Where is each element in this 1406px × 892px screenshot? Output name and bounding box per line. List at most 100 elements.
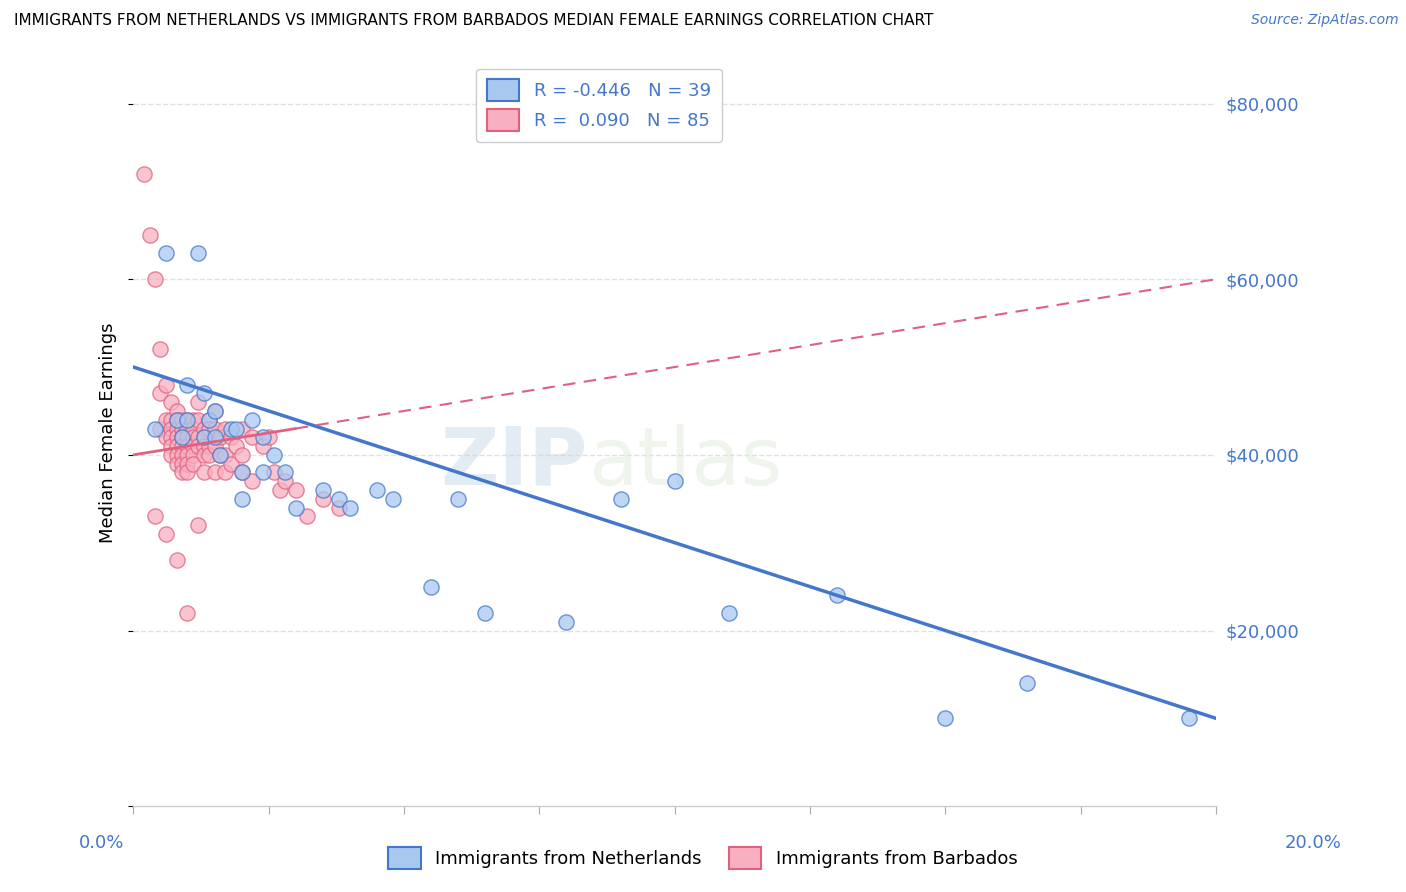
Point bbox=[934, 711, 956, 725]
Point bbox=[176, 606, 198, 620]
Point bbox=[284, 500, 307, 515]
Text: ZIP: ZIP bbox=[441, 424, 588, 502]
Point bbox=[193, 466, 215, 480]
Point bbox=[257, 430, 280, 444]
Point bbox=[166, 404, 188, 418]
Point bbox=[155, 377, 177, 392]
Point bbox=[149, 386, 172, 401]
Point bbox=[176, 413, 198, 427]
Point bbox=[263, 466, 285, 480]
Point bbox=[193, 386, 215, 401]
Point bbox=[138, 228, 160, 243]
Point bbox=[214, 448, 236, 462]
Point bbox=[176, 377, 198, 392]
Point bbox=[204, 466, 226, 480]
Point bbox=[231, 491, 253, 506]
Text: 20.0%: 20.0% bbox=[1285, 834, 1341, 852]
Point bbox=[328, 491, 350, 506]
Point bbox=[225, 421, 247, 435]
Point bbox=[143, 421, 166, 435]
Point bbox=[664, 474, 686, 488]
Point bbox=[181, 439, 204, 453]
Point bbox=[231, 448, 253, 462]
Point bbox=[208, 430, 231, 444]
Point bbox=[231, 466, 253, 480]
Point bbox=[187, 413, 209, 427]
Point bbox=[274, 466, 297, 480]
Point bbox=[225, 439, 247, 453]
Point bbox=[193, 430, 215, 444]
Point bbox=[166, 413, 188, 427]
Point bbox=[170, 439, 193, 453]
Point bbox=[166, 430, 188, 444]
Point bbox=[295, 509, 318, 524]
Point bbox=[181, 457, 204, 471]
Point bbox=[181, 421, 204, 435]
Point bbox=[252, 466, 274, 480]
Point bbox=[252, 439, 274, 453]
Point bbox=[143, 272, 166, 286]
Point bbox=[176, 430, 198, 444]
Point bbox=[420, 580, 443, 594]
Point bbox=[134, 167, 156, 181]
Point bbox=[204, 404, 226, 418]
Point bbox=[170, 457, 193, 471]
Point bbox=[312, 491, 335, 506]
Point bbox=[160, 448, 183, 462]
Point bbox=[170, 413, 193, 427]
Point bbox=[717, 606, 740, 620]
Point bbox=[555, 615, 578, 629]
Point bbox=[170, 448, 193, 462]
Point bbox=[825, 589, 848, 603]
Point bbox=[187, 439, 209, 453]
Point bbox=[274, 474, 297, 488]
Point bbox=[366, 483, 388, 497]
Point bbox=[187, 245, 209, 260]
Point bbox=[609, 491, 631, 506]
Point bbox=[166, 448, 188, 462]
Point bbox=[1178, 711, 1201, 725]
Point bbox=[181, 448, 204, 462]
Point bbox=[166, 439, 188, 453]
Point bbox=[252, 430, 274, 444]
Point bbox=[198, 439, 221, 453]
Point bbox=[170, 430, 193, 444]
Point bbox=[382, 491, 405, 506]
Legend: R = -0.446   N = 39, R =  0.090   N = 85: R = -0.446 N = 39, R = 0.090 N = 85 bbox=[477, 69, 721, 142]
Point bbox=[160, 395, 183, 409]
Point bbox=[447, 491, 470, 506]
Point bbox=[269, 483, 291, 497]
Point bbox=[198, 448, 221, 462]
Point bbox=[204, 404, 226, 418]
Text: 0.0%: 0.0% bbox=[79, 834, 124, 852]
Point bbox=[242, 430, 264, 444]
Point bbox=[170, 430, 193, 444]
Point bbox=[198, 421, 221, 435]
Point bbox=[160, 439, 183, 453]
Point bbox=[187, 430, 209, 444]
Point bbox=[204, 430, 226, 444]
Point bbox=[176, 439, 198, 453]
Point bbox=[160, 430, 183, 444]
Point bbox=[160, 421, 183, 435]
Point bbox=[166, 553, 188, 567]
Point bbox=[214, 421, 236, 435]
Point bbox=[193, 448, 215, 462]
Point bbox=[170, 466, 193, 480]
Point bbox=[204, 421, 226, 435]
Point bbox=[181, 430, 204, 444]
Point bbox=[193, 430, 215, 444]
Text: IMMIGRANTS FROM NETHERLANDS VS IMMIGRANTS FROM BARBADOS MEDIAN FEMALE EARNINGS C: IMMIGRANTS FROM NETHERLANDS VS IMMIGRANT… bbox=[14, 13, 934, 29]
Point bbox=[208, 448, 231, 462]
Point bbox=[160, 413, 183, 427]
Point bbox=[242, 413, 264, 427]
Point bbox=[263, 448, 285, 462]
Point bbox=[193, 421, 215, 435]
Point bbox=[204, 439, 226, 453]
Point bbox=[219, 457, 242, 471]
Point bbox=[143, 509, 166, 524]
Point bbox=[198, 413, 221, 427]
Text: atlas: atlas bbox=[588, 424, 783, 502]
Point bbox=[219, 430, 242, 444]
Point bbox=[193, 439, 215, 453]
